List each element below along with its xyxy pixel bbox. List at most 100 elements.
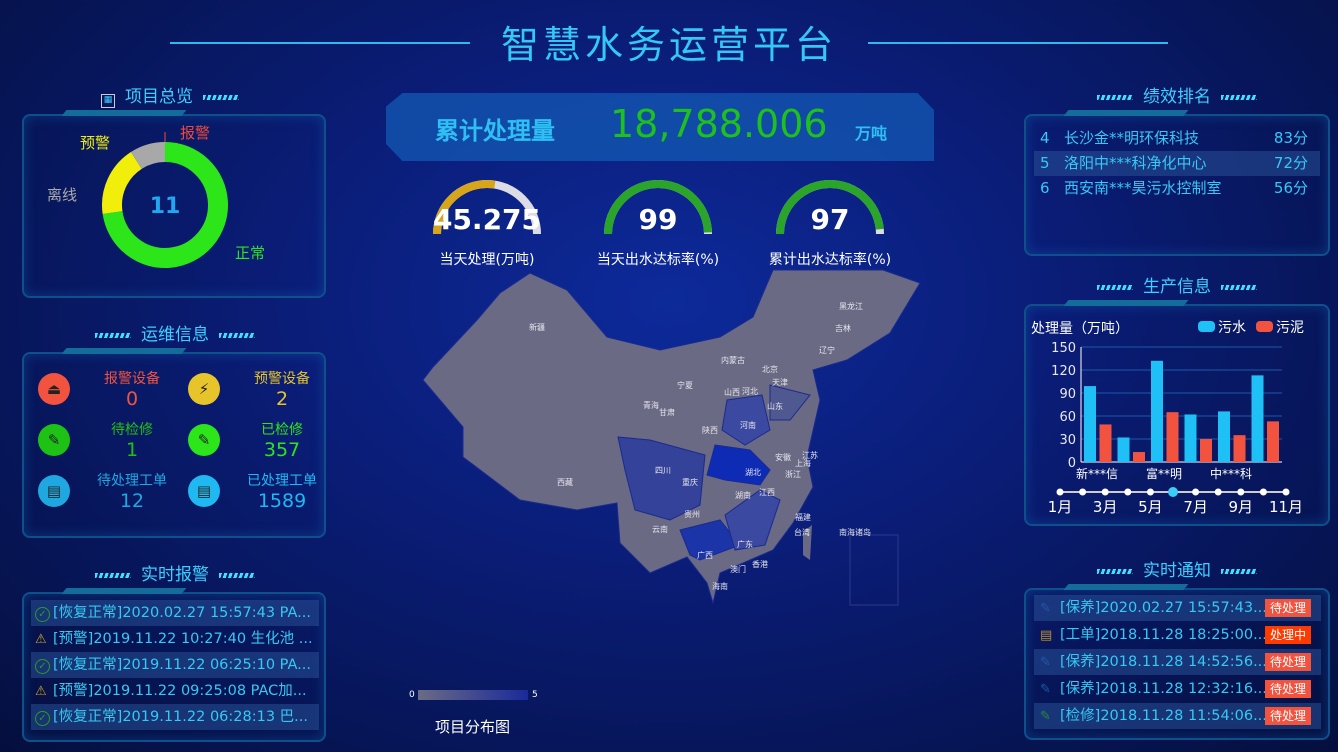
map-province-highlight[interactable] [769,384,811,421]
map-province-highlight[interactable] [721,394,771,446]
legend-swatch[interactable] [1256,321,1273,332]
rank-score: 56分 [1273,179,1308,197]
timeline-point[interactable] [1056,488,1064,496]
overview-panel [22,114,326,298]
bar-sludge[interactable] [1166,412,1179,462]
notice-item[interactable]: ✎ [保养]2018.11.28 14:52:56... 待处理 [1034,649,1321,675]
map-province-label: 宁夏 [677,380,693,390]
notice-text: [保养]2018.11.28 14:52:56... [1060,654,1267,670]
alarm-item[interactable]: ⚠ [预警]2019.11.22 10:27:40 生化池 ... [31,626,319,652]
ops-item[interactable]: ▤ 已处理工单 1589 [188,470,328,520]
title-decoration-left [170,42,470,44]
map-province-label: 天津 [772,377,788,387]
bar-sewage[interactable] [1117,437,1130,462]
map-province-label: 浙江 [785,469,801,479]
ops-item[interactable]: ✎ 待检修 1 [38,419,178,469]
legend-swatch[interactable] [1198,321,1215,332]
map-legend-bar[interactable] [418,690,528,700]
notice-item[interactable]: ✎ [保养]2018.11.28 12:32:16... 待处理 [1034,676,1321,702]
alarm-text: [恢复正常]2019.11.22 06:25:10 PA... [53,657,311,673]
rank-number: 5 [1040,154,1050,172]
map-province-highlight[interactable] [706,444,771,486]
donut-segment-0[interactable] [102,142,228,268]
alarm-item[interactable]: ✓ [恢复正常]2019.11.22 06:28:13 巴... [31,704,319,730]
map-province-label: 福建 [795,512,811,522]
timeline-point[interactable] [1168,487,1178,497]
donut-segment-2[interactable] [102,152,143,214]
ops-item[interactable]: ⏏ 报警设备 0 [38,368,178,418]
wrench-icon: ✎ [1040,682,1051,697]
map-province-highlight[interactable] [724,489,781,551]
map-province-label: 贵州 [684,509,700,519]
status-badge: 处理中 [1264,626,1311,644]
map-legend-max: 5 [532,690,538,700]
bar-sewage[interactable] [1084,386,1096,462]
ops-item-label: 已检修 [261,422,303,438]
ops-item-label: 已处理工单 [247,473,317,489]
bar-sewage[interactable] [1251,375,1264,462]
alarm-item[interactable]: ⚠ [预警]2019.11.22 09:25:08 PAC加... [31,678,319,704]
timeline-point[interactable] [1146,488,1154,496]
ops-item-value: 357 [263,439,301,461]
timeline-point[interactable] [1237,488,1245,496]
bar-sewage[interactable] [1184,414,1197,462]
ranking-panel [1024,114,1330,256]
bar-sludge[interactable] [1200,439,1212,462]
timeline-point[interactable] [1282,488,1290,496]
x-tick-label: 新***信 [1076,466,1118,481]
status-badge: 待处理 [1264,680,1311,698]
bar-sewage[interactable] [1218,411,1230,462]
alarm-item[interactable]: ✓ [恢复正常]2019.11.22 06:25:10 PA... [31,652,319,678]
map-taiwan[interactable] [803,525,812,560]
alarm-text: [恢复正常]2020.02.27 15:57:43 PA... [53,605,311,621]
bar-sludge[interactable] [1267,421,1279,462]
timeline-point[interactable] [1214,488,1222,496]
notice-item[interactable]: ✎ [检修]2018.11.28 11:54:06... 待处理 [1034,703,1321,729]
gauge-value: 45.275 [432,203,542,236]
donut-segment-3[interactable] [130,142,166,170]
bar-sludge[interactable] [1099,424,1112,462]
timeline-point[interactable] [1259,488,1267,496]
donut-label: 正常 [235,244,265,262]
map-province-label: 陕西 [702,425,718,435]
timeline-point[interactable] [1101,488,1109,496]
ops-item[interactable]: ⚡ 预警设备 2 [188,368,328,418]
ranking-item[interactable]: 5 洛阳中***科净化中心 72分 [1034,151,1320,176]
ops-item[interactable]: ✎ 已检修 357 [188,419,328,469]
notices-title-text: 实时通知 [1143,561,1211,581]
map-province-label: 上海 [795,458,811,468]
ranking-item[interactable]: 4 长沙金**明环保科技 83分 [1034,126,1320,151]
ranking-item[interactable]: 6 西安南***昊污水控制室 56分 [1034,176,1320,201]
map-landmass[interactable] [422,269,921,605]
notice-list: ✎ [保养]2020.02.27 15:57:43... 待处理 ▤ [工单]2018.… [1034,595,1321,730]
map-province-highlight[interactable] [679,519,741,561]
production-section-title: 生产信息 [1022,272,1332,297]
donut-label: 报警 [180,124,210,142]
ops-item-label: 预警设备 [254,371,310,387]
alarms-section-title: 实时报警 [20,560,330,585]
gauge-label: 当天出水达标率(%) [596,252,720,268]
map-province-label: 广东 [737,539,753,549]
production-title-text: 生产信息 [1143,277,1211,297]
timeline-point[interactable] [1079,488,1087,496]
ops-item[interactable]: ▤ 待处理工单 12 [38,470,178,520]
bar-sludge[interactable] [1133,452,1145,462]
timeline-point[interactable] [1192,488,1200,496]
map-province-highlight[interactable] [617,436,706,521]
clipboard-icon: ▤ [188,475,220,507]
alarm-item[interactable]: ✓ [恢复正常]2020.02.27 15:57:43 PA... [31,600,319,626]
timeline-point[interactable] [1124,488,1132,496]
map-province-label: 甘肃 [659,407,675,417]
bar-sludge[interactable] [1233,435,1246,462]
bar-sewage[interactable] [1151,360,1163,462]
warning-light-icon: ⚠ [35,632,47,647]
ranking-section-title: 绩效排名 [1022,82,1332,107]
map-province-label: 广西 [697,550,713,560]
legend-label: 污泥 [1276,320,1304,336]
rank-score: 72分 [1273,154,1308,172]
notice-item[interactable]: ▤ [工单]2018.11.28 18:25:00... 处理中 [1034,622,1321,648]
donut-center-value: 11 [150,194,181,219]
notice-item[interactable]: ✎ [保养]2020.02.27 15:57:43... 待处理 [1034,595,1321,621]
